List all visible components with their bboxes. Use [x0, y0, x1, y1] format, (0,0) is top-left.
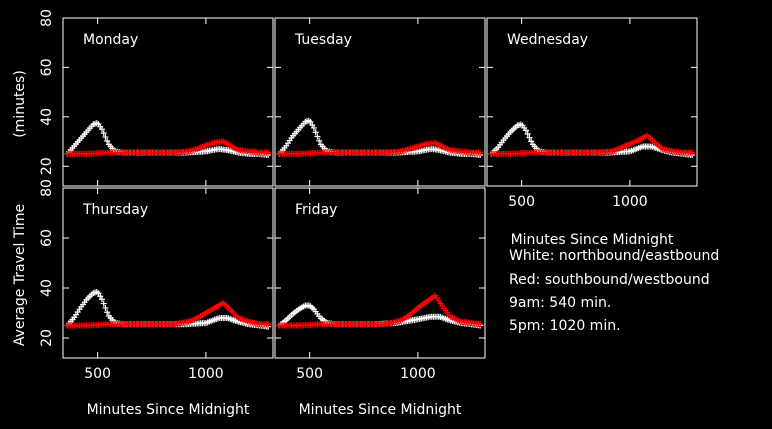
- series-white-point: [522, 127, 529, 134]
- panel-title: Tuesday: [294, 32, 352, 48]
- x-axis-title-middle: Minutes Since Midnight: [299, 402, 462, 418]
- y-axis-title: Average Travel Time: [12, 204, 28, 346]
- series-white-point: [526, 134, 533, 141]
- panel-title: Monday: [83, 32, 138, 48]
- series-white-point: [100, 300, 107, 307]
- panel-tuesday: Tuesday: [274, 17, 486, 187]
- y-tick-label: 60: [39, 229, 55, 247]
- series-white-point: [524, 131, 531, 138]
- x-tick-label: 1000: [188, 366, 224, 382]
- panel-frame: [274, 17, 486, 187]
- panel-title: Thursday: [82, 202, 148, 218]
- series-red-point: [265, 321, 272, 328]
- y-tick-label: 80: [39, 9, 55, 27]
- series-white-point: [102, 134, 109, 141]
- panel-friday: 500 1000 Friday: [274, 187, 486, 382]
- series-red: [276, 139, 484, 157]
- series-white-point: [100, 130, 107, 137]
- series-red-point: [477, 321, 484, 328]
- series-red: [64, 300, 272, 329]
- series-red-point: [265, 149, 272, 156]
- series-white-point: [104, 138, 111, 145]
- series-white-point: [314, 133, 321, 140]
- series-white-point: [528, 138, 535, 145]
- y-tick-label: 40: [39, 108, 55, 126]
- note-9am: 9am: 540 min.: [509, 295, 611, 311]
- panel-frame: [486, 17, 698, 187]
- series-white-point: [98, 126, 105, 133]
- series-white-point: [312, 129, 319, 136]
- panel-monday: 20 40 60 80 Monday: [39, 9, 274, 187]
- panel-title: Friday: [295, 202, 337, 218]
- x-tick-label: 1000: [612, 194, 648, 210]
- y-tick-label: 40: [39, 279, 55, 297]
- y-axis-unit: (minutes): [12, 70, 28, 138]
- panel-frame: [62, 17, 274, 187]
- panel-frame: [274, 187, 486, 359]
- x-tick-label: 500: [508, 194, 535, 210]
- series-white-point: [310, 124, 317, 131]
- x-tick-label: 500: [296, 366, 323, 382]
- series-white-point: [104, 309, 111, 316]
- y-tick-label: 20: [39, 157, 55, 175]
- legend-line-red: Red: southbound/westbound: [509, 272, 710, 288]
- panel-frame: [62, 187, 274, 359]
- x-axis-title-right: Minutes Since Midnight: [511, 232, 674, 248]
- x-axis-title-left: Minutes Since Midnight: [87, 402, 250, 418]
- series-white-point: [316, 137, 323, 144]
- series-red: [276, 292, 484, 329]
- legend-line-white: White: northbound/eastbound: [509, 248, 719, 264]
- x-tick-label: 1000: [400, 366, 436, 382]
- series-red: [488, 132, 696, 157]
- series-red-point: [477, 149, 484, 156]
- series-red: [64, 138, 272, 157]
- note-5pm: 5pm: 1020 min.: [509, 318, 621, 334]
- y-tick-label: 20: [39, 329, 55, 347]
- x-tick-label: 500: [84, 366, 111, 382]
- series-red-point: [689, 149, 696, 156]
- panel-thursday: 500 1000 20 40 60 80 Thursday: [39, 179, 274, 382]
- panel-title: Wednesday: [507, 32, 588, 48]
- y-tick-label: 60: [39, 58, 55, 76]
- panel-wednesday: 500 1000 Wednesday: [486, 17, 698, 210]
- y-tick-label: 80: [39, 179, 55, 197]
- series-white-point: [102, 304, 109, 311]
- series-white-point: [98, 296, 105, 303]
